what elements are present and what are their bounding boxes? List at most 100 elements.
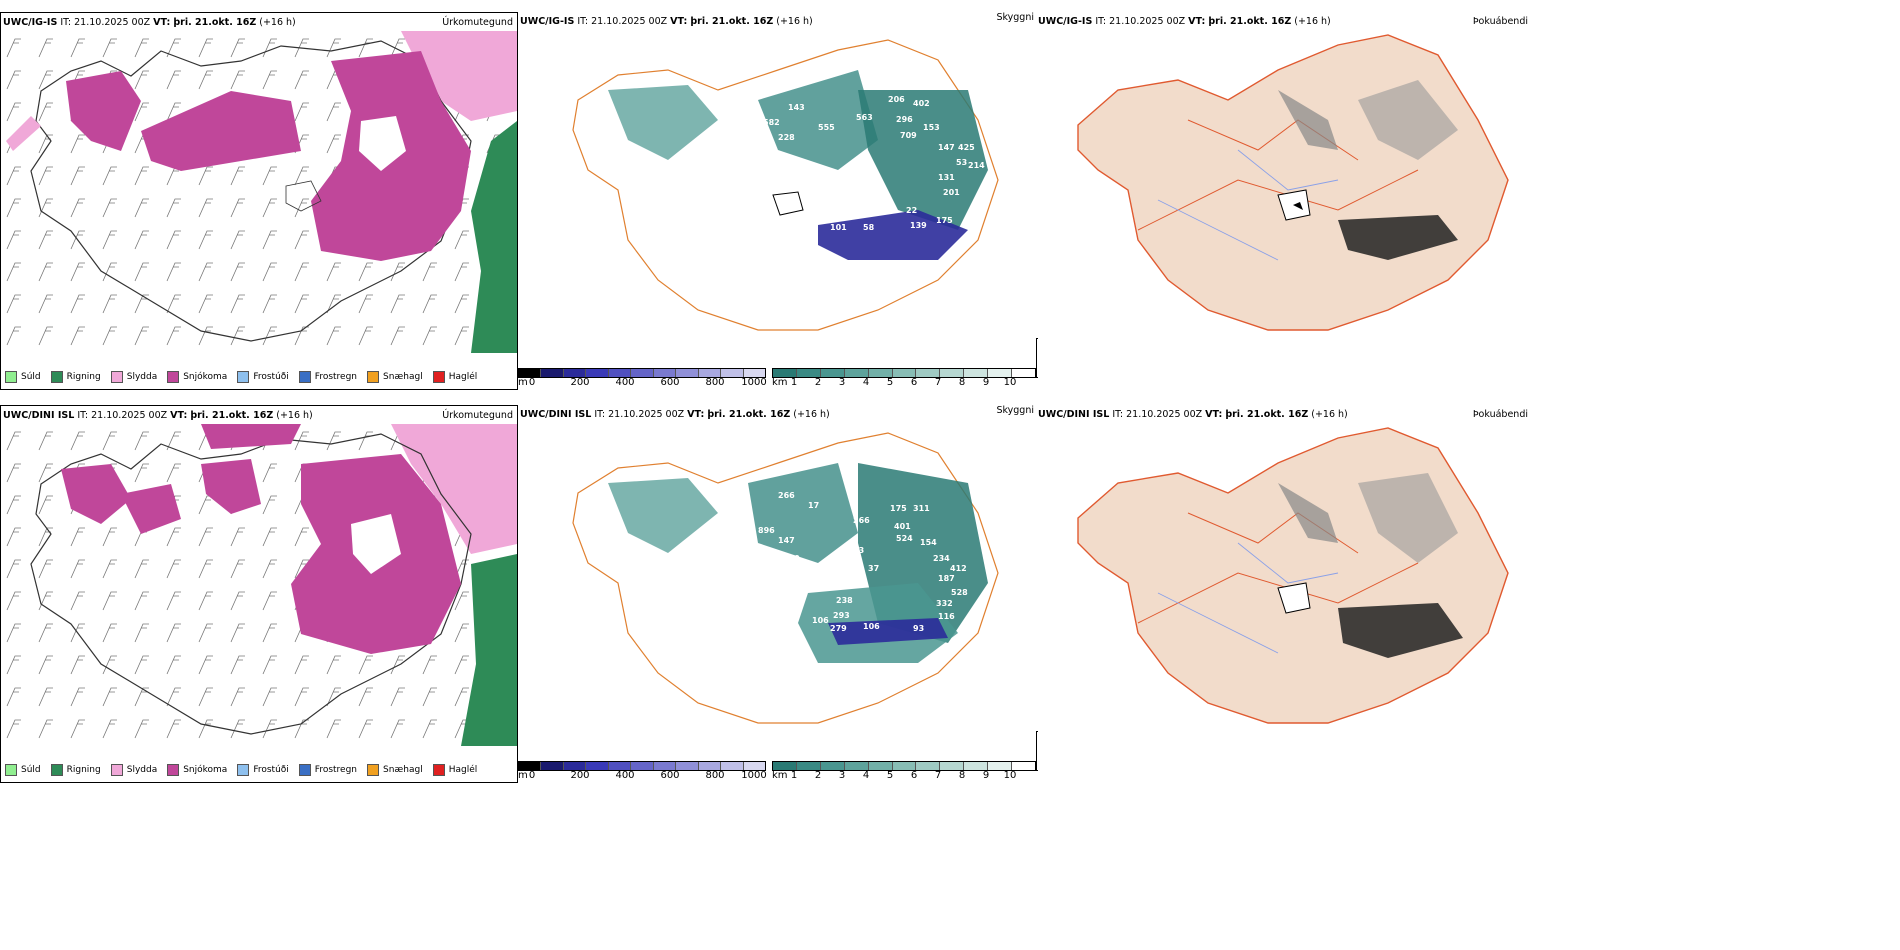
panel-header: UWC/DINI ISL IT: 21.10.2025 00Z VT: þri.…: [520, 405, 1034, 423]
vt-value: þri. 21.okt. 16Z: [1225, 409, 1309, 420]
legend-item: Snjókoma: [167, 371, 227, 383]
colorbar-tick: 600: [660, 770, 680, 781]
colorbar-tick: 10: [1003, 770, 1017, 781]
legend-label: Frostregn: [314, 372, 358, 382]
colorbar-tick: 8: [958, 377, 966, 388]
legend-swatch: [237, 764, 250, 776]
panel-header: UWC/DINI ISL IT: 21.10.2025 00Z VT: þri.…: [1038, 409, 1594, 423]
vt-label: VT:: [687, 409, 705, 420]
precip-legend: Súld Rigning Slydda Snjókoma Frostúði Fr…: [5, 371, 487, 383]
colorbar-tick: 400: [615, 770, 635, 781]
legend-label: Rigning: [66, 372, 101, 382]
legend-label: Snæhagl: [383, 372, 423, 382]
colorbar-unit: m: [518, 770, 528, 781]
colorbar-tick: 3: [838, 770, 846, 781]
vis-value: 147: [778, 536, 795, 545]
vt-label: VT:: [153, 17, 171, 28]
lead-time: (+16 h): [259, 17, 296, 28]
colorbar-tick: 8: [958, 770, 966, 781]
vis-value: 37: [816, 216, 827, 225]
vis-value: 412: [950, 564, 967, 573]
legend-swatch: [50, 371, 63, 383]
legend-label: Snjókoma: [183, 372, 228, 382]
vis-value: 83: [693, 160, 704, 169]
legend-item: Slydda: [110, 371, 157, 383]
legend-item: Súld: [5, 764, 41, 776]
legend-label: Haglél: [448, 372, 478, 382]
it-value: 21.10.2025 00Z: [608, 409, 685, 420]
legend-swatch: [432, 371, 445, 383]
it-value: 21.10.2025 00Z: [74, 17, 151, 28]
fog-legend: 0 60: [1036, 731, 1038, 771]
field-title: Úrkomutegund: [442, 410, 513, 421]
vis-value: 37: [868, 564, 879, 573]
legend-item: Frostúði: [237, 764, 289, 776]
field-title: Þokuábendi: [1472, 16, 1528, 27]
legend-label: Frostregn: [314, 765, 358, 775]
visibility-panel-bottom: UWC/DINI ISL IT: 21.10.2025 00Z VT: þri.…: [518, 405, 1038, 783]
field-title: Úrkomutegund: [442, 17, 513, 28]
visibility-colorbar: km 1 2 3 4 5 6 7 8 9 10: [772, 368, 1036, 390]
vis-value: 119: [774, 599, 791, 608]
model-name: UWC/DINI ISL: [1038, 409, 1110, 420]
vis-value: 234: [933, 554, 950, 563]
vis-value: 896: [758, 526, 775, 535]
lead-time: (+16 h): [793, 409, 830, 420]
legend-item: Frostregn: [298, 764, 358, 776]
legend-swatch: [367, 764, 380, 776]
fog-panel-top: UWC/IG-IS IT: 21.10.2025 00Z VT: þri. 21…: [1038, 12, 1598, 390]
legend-swatch: [298, 764, 311, 776]
legend-label: Súld: [21, 372, 41, 382]
vis-value: 106: [812, 616, 829, 625]
legend-swatch: [298, 371, 311, 383]
vis-value: 147: [938, 143, 955, 152]
vis-value: 17: [808, 501, 819, 510]
vis-value: 370: [738, 128, 755, 137]
precip-legend: Súld Rigning Slydda Snjókoma Frostúði Fr…: [5, 764, 487, 776]
colorbar-tick: 400: [615, 377, 635, 388]
colorbar-unit: m: [518, 377, 528, 388]
vis-value: 206: [888, 95, 905, 104]
vis-value: 311: [913, 504, 930, 513]
vis-value: 524: [896, 534, 913, 543]
vis-value: 116: [938, 612, 955, 621]
colorbar-tick: 10: [1003, 377, 1017, 388]
vis-value: 175: [890, 504, 907, 513]
vis-value: 175: [936, 216, 953, 225]
model-name: UWC/IG-IS: [1038, 16, 1093, 27]
vis-value: 101: [830, 223, 847, 232]
vt-value: þri. 21.okt. 16Z: [190, 410, 274, 421]
colorbar-tick: 1000: [741, 770, 767, 781]
legend-label: Rigning: [66, 765, 101, 775]
vis-value: 160: [783, 554, 800, 563]
it-label: IT:: [577, 16, 589, 27]
it-label: IT:: [1095, 16, 1107, 27]
model-name: UWC/DINI ISL: [3, 410, 75, 421]
lead-time: (+16 h): [276, 410, 313, 421]
vis-value: 266: [853, 516, 870, 525]
legend-label: Súld: [21, 765, 41, 775]
precip-type-map: [1, 424, 517, 746]
vis-value: 266: [778, 491, 795, 500]
it-value: 21.10.2025 00Z: [591, 16, 668, 27]
vis-value: 425: [958, 143, 975, 152]
vis-value: 93: [913, 624, 924, 633]
colorbar-tick: 1000: [741, 377, 767, 388]
vis-value: 33: [853, 546, 864, 555]
vis-value: 133: [776, 198, 793, 207]
legend-item: Snæhagl: [367, 371, 423, 383]
vt-value: þri. 21.okt. 16Z: [707, 409, 791, 420]
vis-value: 305: [728, 524, 745, 533]
colorbar-tick: 800: [705, 770, 725, 781]
colorbar-tick: 200: [570, 377, 590, 388]
visibility-panel-top: UWC/IG-IS IT: 21.10.2025 00Z VT: þri. 21…: [518, 12, 1038, 390]
colorbar-tick: 4: [862, 770, 870, 781]
legend-swatch: [110, 764, 123, 776]
visibility-map: 582 143 370 228 555 563 206 402 296 709 …: [572, 39, 999, 331]
legend-swatch: [432, 764, 445, 776]
colorbar-tick: 600: [660, 377, 680, 388]
visibility-value-labels: 582 143 370 228 555 563 206 402 296 709 …: [693, 95, 985, 232]
panel-header: UWC/IG-IS IT: 21.10.2025 00Z VT: þri. 21…: [520, 12, 1034, 30]
colorbar-tick: 1: [790, 377, 798, 388]
lead-time: (+16 h): [1311, 409, 1348, 420]
